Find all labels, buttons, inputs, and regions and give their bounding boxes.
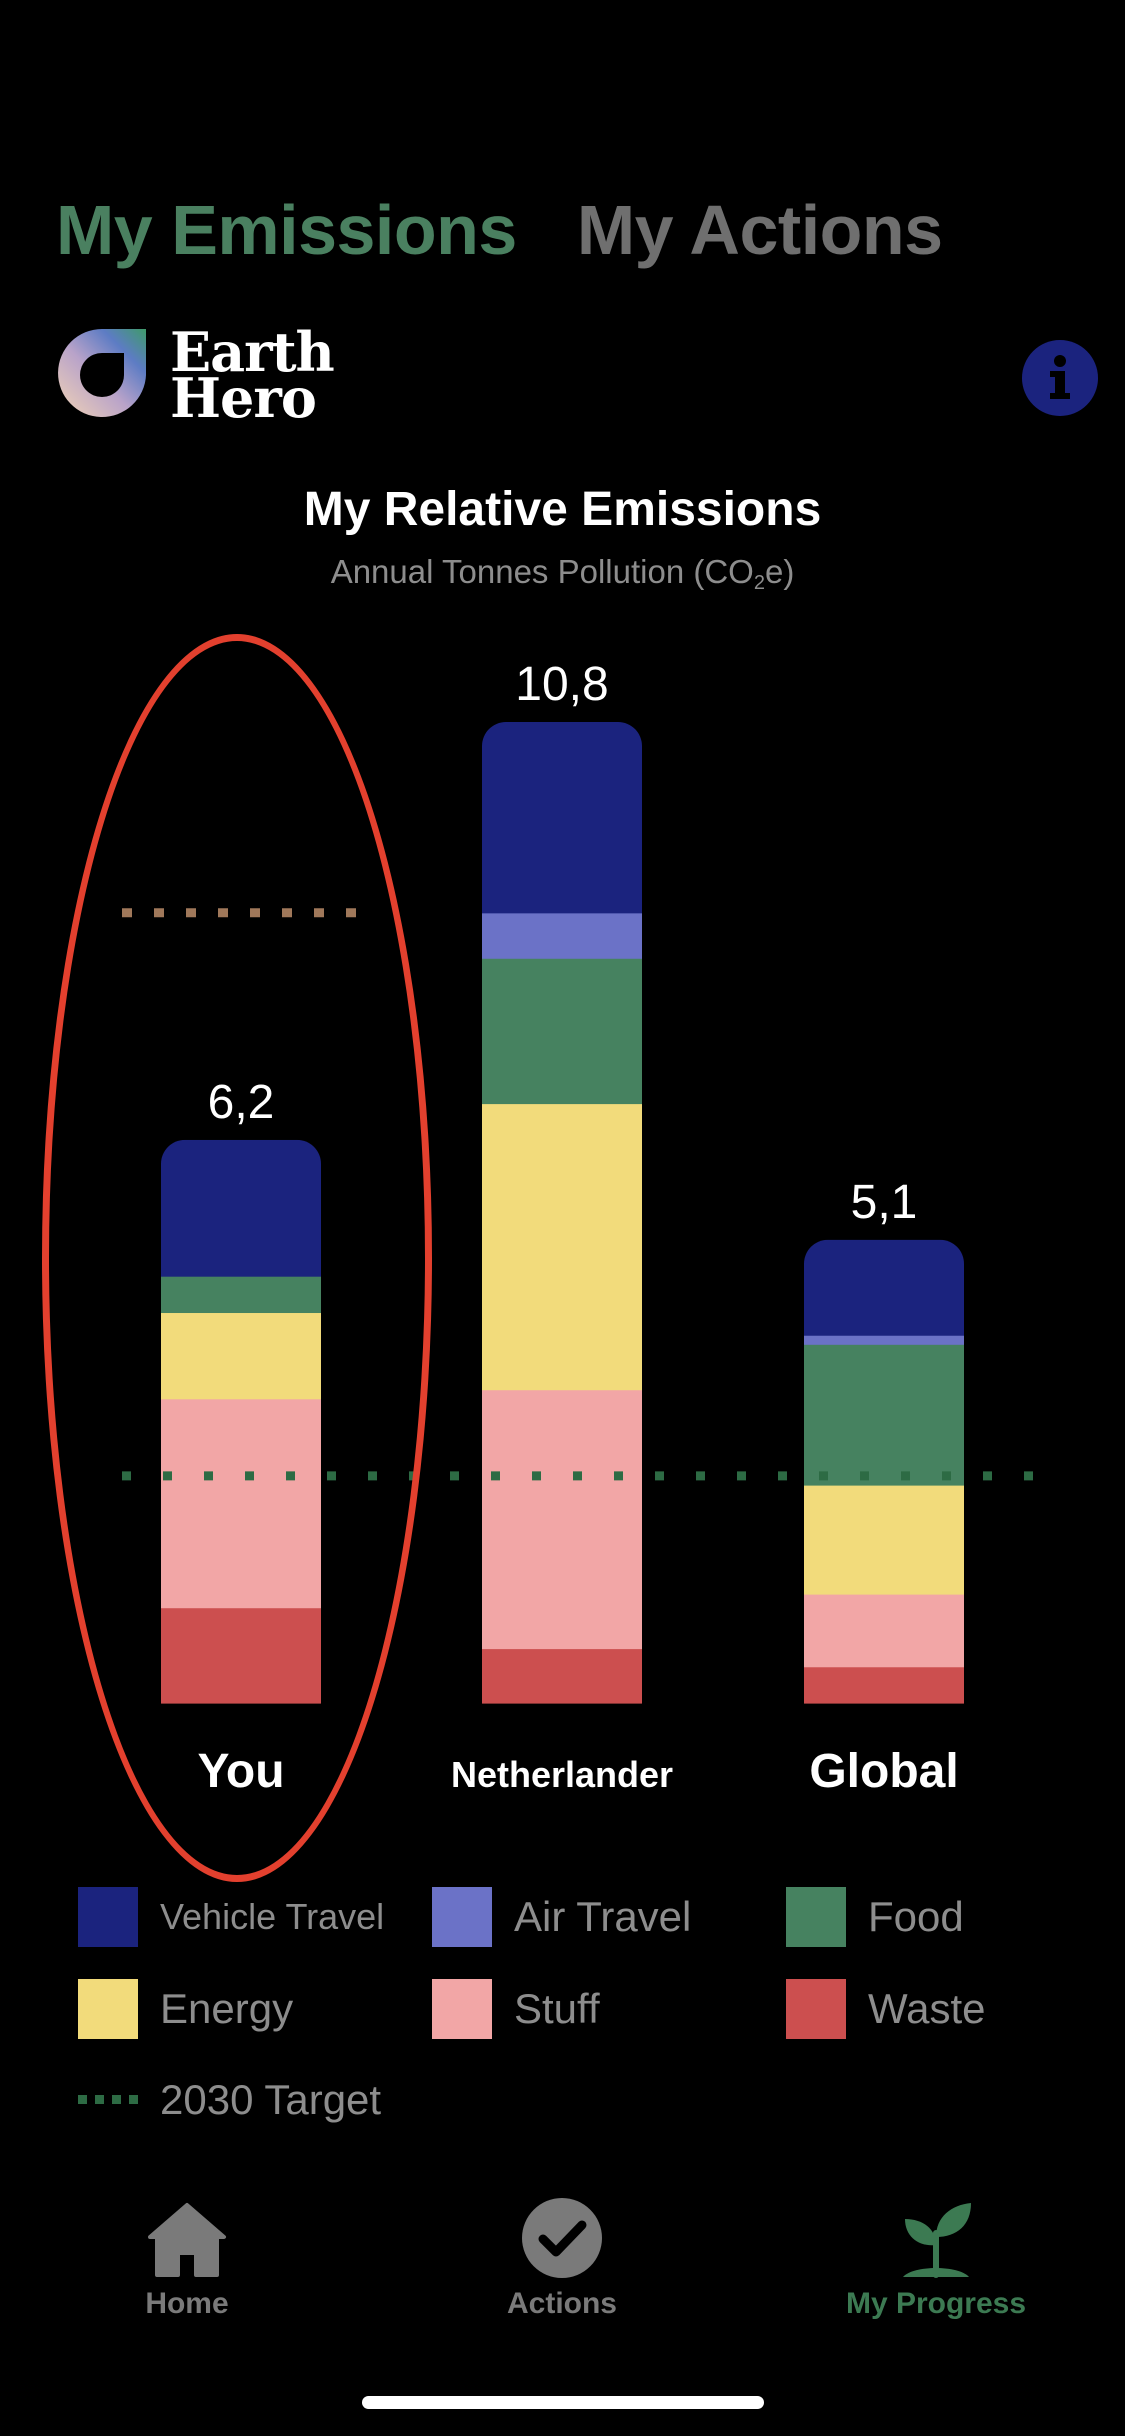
bar-segment-netherlander-waste (482, 1648, 642, 1704)
bottom-tab-bar: Home Actions My Progress (0, 2195, 1125, 2355)
nav-label-home: Home (145, 2287, 229, 2320)
legend-label: Air Travel (514, 1893, 692, 1940)
legend-label: Stuff (514, 1985, 600, 2032)
bar-segment-netherlander-vehicle-travel (482, 722, 642, 914)
legend-item-food: Food (786, 1886, 964, 1948)
bar-segment-global-food (804, 1344, 964, 1486)
earth-hero-logo: Earth Hero (52, 320, 335, 430)
nav-item-actions[interactable]: Actions (432, 2195, 692, 2321)
plant-icon (903, 2203, 971, 2278)
bar-segment-you-food (161, 1276, 321, 1314)
bar-netherlander (482, 722, 642, 1704)
info-icon (1050, 355, 1070, 399)
legend-item-stuff: Stuff (432, 1978, 600, 2040)
chart-subtitle: Annual Tonnes Pollution (CO2e) (0, 553, 1125, 595)
nav-item-my-progress[interactable]: My Progress (806, 2195, 1066, 2321)
legend-label: Food (868, 1893, 964, 1940)
chart-title: My Relative Emissions (303, 483, 822, 536)
legend-swatch (432, 1887, 492, 1947)
bar-segment-netherlander-stuff (482, 1389, 642, 1650)
legend-swatch (432, 1979, 492, 2039)
category-label-you: You (197, 1745, 284, 1798)
bar-total-label-netherlander: 10,8 (515, 658, 608, 711)
home-indicator (362, 2396, 764, 2409)
category-label-global: Global (809, 1745, 958, 1798)
tab-my-emissions[interactable]: My Emissions (56, 191, 517, 269)
legend-label: Vehicle Travel (160, 1896, 385, 1937)
logo-line-1: Earth (170, 320, 335, 384)
bar-segment-netherlander-food (482, 958, 642, 1105)
legend-item-waste: Waste (786, 1978, 985, 2040)
chart-subtitle-suffix: e) (764, 553, 795, 590)
top-tab-bar: My Emissions My Actions (56, 185, 943, 275)
logo-wordmark: Earth Hero (170, 320, 335, 430)
legend-label: Waste (868, 1985, 986, 2032)
chart-subtitle-subscript: 2 (753, 572, 765, 594)
legend-item-energy: Energy (78, 1978, 293, 2040)
bar-segment-you-stuff (161, 1398, 321, 1609)
legend-label: Energy (160, 1985, 294, 2032)
nav-label-actions: Actions (506, 2287, 617, 2320)
nav-label-my-progress: My Progress (845, 2287, 1027, 2320)
nav-item-home[interactable]: Home (57, 2195, 317, 2321)
bar-total-label-you: 6,2 (208, 1076, 275, 1129)
bar-total-label-global: 5,1 (851, 1176, 918, 1229)
bar-segment-global-stuff (804, 1594, 964, 1668)
bar-segment-netherlander-air-travel (482, 912, 642, 959)
home-icon (148, 2203, 226, 2277)
legend-swatch (78, 1979, 138, 2039)
bar-segment-you-waste (161, 1607, 321, 1704)
bar-segment-global-energy (804, 1485, 964, 1595)
bar-segment-netherlander-energy (482, 1103, 642, 1391)
legend-swatch (78, 1887, 138, 1947)
bar-you (161, 1139, 321, 1704)
info-button[interactable] (1022, 340, 1098, 416)
legend-item-2030-target: 2030 Target (78, 2069, 381, 2131)
legend-swatch (786, 1887, 846, 1947)
bar-segment-global-air-travel (804, 1335, 964, 1345)
checkmark-circle-icon (522, 2198, 602, 2278)
chart-subtitle-text: Annual Tonnes Pollution (CO (330, 553, 754, 590)
bar-global (804, 1239, 964, 1704)
legend-label: 2030 Target (160, 2076, 382, 2123)
bar-segment-global-waste (804, 1666, 964, 1704)
legend-swatch (786, 1979, 846, 2039)
emissions-bar-chart: 6,2 You 10,8 Netherlander 5,1 Global (122, 658, 1040, 1798)
bar-segment-you-vehicle-travel (161, 1139, 321, 1277)
tab-my-actions[interactable]: My Actions (576, 191, 943, 269)
category-label-netherlander: Netherlander (451, 1754, 673, 1795)
legend-item-air-travel: Air Travel (432, 1886, 691, 1948)
earth-hero-logo-icon (58, 329, 146, 417)
bar-segment-global-vehicle-travel (804, 1239, 964, 1336)
legend-dotted-line (78, 2095, 138, 2105)
logo-line-2: Hero (170, 366, 317, 430)
bar-segment-you-energy (161, 1312, 321, 1400)
legend-item-vehicle-travel: Vehicle Travel (78, 1886, 384, 1948)
